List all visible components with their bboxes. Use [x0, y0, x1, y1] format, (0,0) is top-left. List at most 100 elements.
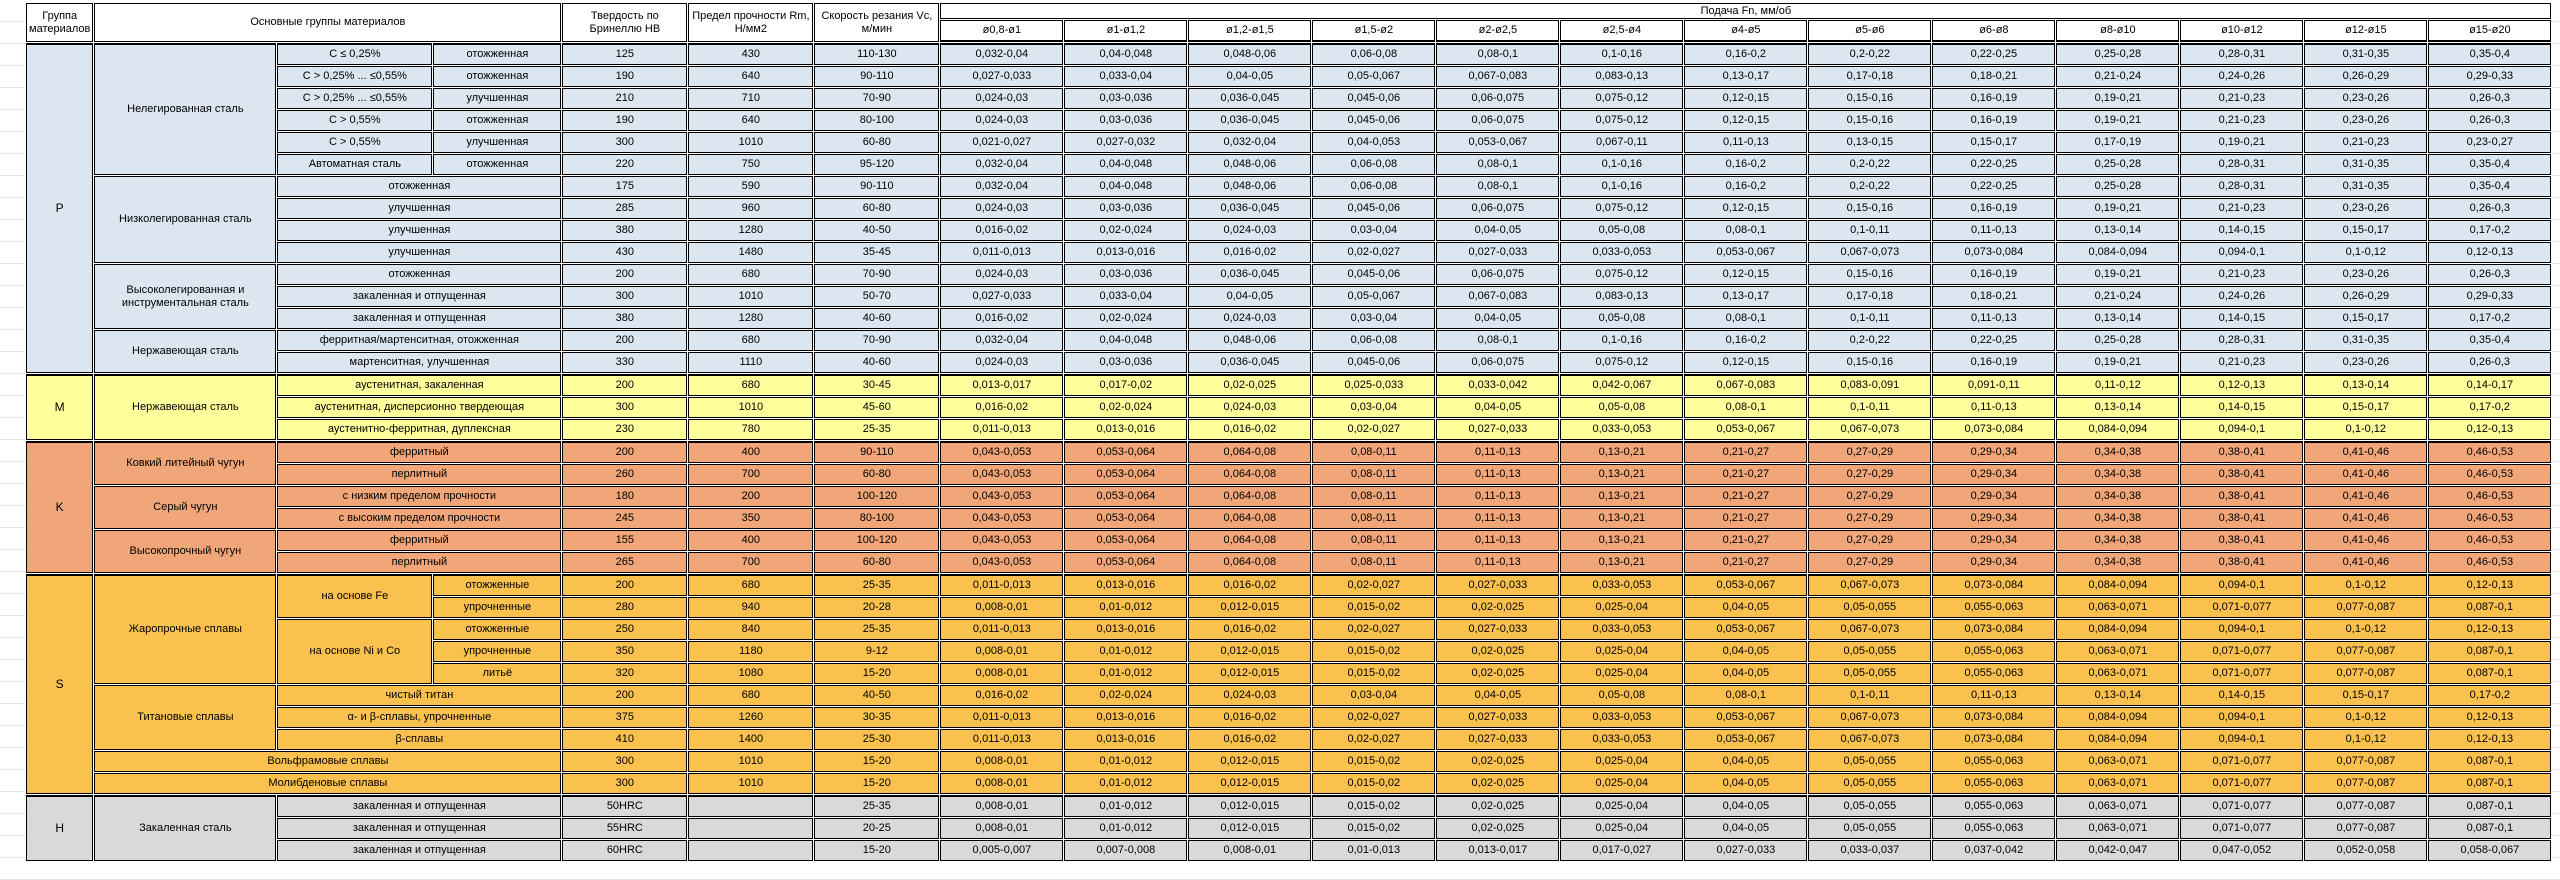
cell-feed-value[interactable]: 0,11-0,13: [1436, 486, 1560, 507]
column-header-group[interactable]: Группа материалов: [26, 3, 94, 42]
cell-feed-value[interactable]: 0,46-0,53: [2428, 508, 2552, 529]
cell-feed-value[interactable]: 0,13-0,21: [1560, 530, 1684, 551]
cell-feed-value[interactable]: 0,077-0,087: [2304, 773, 2428, 794]
cell-feed-value[interactable]: 0,16-0,2: [1684, 43, 1808, 65]
cell-strength-rm[interactable]: 940: [688, 597, 814, 618]
cell-material-label[interactable]: С > 0,25% ... ≤0,55%: [277, 66, 433, 87]
cell-feed-value[interactable]: 0,083-0,091: [1808, 374, 1932, 396]
cell-feed-value[interactable]: 0,08-0,11: [1312, 464, 1436, 485]
column-header-hardness[interactable]: Твердость по Бринеллю HB: [562, 3, 688, 42]
cell-material-label[interactable]: закаленная и отпущенная: [277, 795, 562, 817]
cell-material-label[interactable]: Молибденовые сплавы: [94, 773, 562, 794]
cell-feed-value[interactable]: 0,23-0,26: [2304, 88, 2428, 109]
cell-material-label[interactable]: отожженная: [277, 176, 562, 197]
cell-feed-value[interactable]: 0,063-0,071: [2056, 773, 2180, 794]
cell-strength-rm[interactable]: 680: [688, 374, 814, 396]
cell-feed-value[interactable]: 0,01-0,012: [1064, 597, 1188, 618]
cell-hardness-hb[interactable]: 260: [562, 464, 688, 485]
cell-feed-value[interactable]: 0,22-0,25: [1932, 176, 2056, 197]
cell-feed-value[interactable]: 0,15-0,17: [2304, 308, 2428, 329]
cell-feed-value[interactable]: 0,15-0,17: [1932, 132, 2056, 153]
cell-strength-rm[interactable]: 1080: [688, 663, 814, 684]
cell-feed-value[interactable]: 0,043-0,053: [940, 486, 1064, 507]
cell-feed-value[interactable]: 0,13-0,14: [2056, 685, 2180, 706]
cell-feed-value[interactable]: 0,063-0,071: [2056, 597, 2180, 618]
cell-feed-value[interactable]: 0,03-0,04: [1312, 308, 1436, 329]
cell-feed-value[interactable]: 0,04-0,05: [1436, 308, 1560, 329]
cell-feed-value[interactable]: 0,13-0,21: [1560, 552, 1684, 573]
cell-feed-value[interactable]: 0,075-0,12: [1560, 264, 1684, 285]
cell-feed-value[interactable]: 0,02-0,025: [1436, 641, 1560, 662]
cell-feed-value[interactable]: 0,033-0,04: [1064, 66, 1188, 87]
cell-feed-value[interactable]: 0,16-0,2: [1684, 154, 1808, 175]
cell-feed-value[interactable]: 0,1-0,16: [1560, 330, 1684, 351]
cell-feed-value[interactable]: 0,015-0,02: [1312, 751, 1436, 772]
cell-feed-value[interactable]: 0,06-0,08: [1312, 330, 1436, 351]
cell-cutting-speed-vc[interactable]: 60-80: [814, 552, 940, 573]
cell-cutting-speed-vc[interactable]: 50-70: [814, 286, 940, 307]
cell-feed-value[interactable]: 0,053-0,064: [1064, 464, 1188, 485]
cell-feed-value[interactable]: 0,16-0,19: [1932, 88, 2056, 109]
cell-feed-value[interactable]: 0,34-0,38: [2056, 486, 2180, 507]
cell-feed-value[interactable]: 0,13-0,14: [2056, 308, 2180, 329]
cell-feed-value[interactable]: 0,01-0,012: [1064, 773, 1188, 794]
cell-material-label[interactable]: отожженная: [433, 154, 562, 175]
cell-feed-value[interactable]: 0,045-0,06: [1312, 352, 1436, 373]
cell-feed-value[interactable]: 0,012-0,015: [1188, 663, 1312, 684]
cell-feed-value[interactable]: 0,01-0,012: [1064, 663, 1188, 684]
cell-feed-value[interactable]: 0,15-0,17: [2304, 397, 2428, 418]
cell-strength-rm[interactable]: [688, 795, 814, 817]
cell-feed-value[interactable]: 0,016-0,02: [1188, 619, 1312, 640]
cell-feed-value[interactable]: 0,033-0,04: [1064, 286, 1188, 307]
cell-feed-value[interactable]: 0,06-0,08: [1312, 154, 1436, 175]
cell-feed-value[interactable]: 0,26-0,3: [2428, 198, 2552, 219]
cell-feed-value[interactable]: 0,08-0,1: [1436, 176, 1560, 197]
cell-feed-value[interactable]: 0,08-0,1: [1436, 154, 1560, 175]
cell-feed-value[interactable]: 0,04-0,05: [1684, 773, 1808, 794]
cell-feed-value[interactable]: 0,084-0,094: [2056, 242, 2180, 263]
cell-feed-value[interactable]: 0,28-0,31: [2180, 154, 2304, 175]
cell-feed-value[interactable]: 0,02-0,025: [1436, 663, 1560, 684]
cell-feed-value[interactable]: 0,04-0,05: [1684, 641, 1808, 662]
cell-feed-value[interactable]: 0,094-0,1: [2180, 619, 2304, 640]
cell-cutting-speed-vc[interactable]: 110-130: [814, 43, 940, 65]
cell-hardness-hb[interactable]: 300: [562, 751, 688, 772]
cell-feed-value[interactable]: 0,077-0,087: [2304, 751, 2428, 772]
cell-feed-value[interactable]: 0,46-0,53: [2428, 486, 2552, 507]
cell-feed-value[interactable]: 0,036-0,045: [1188, 198, 1312, 219]
cell-feed-value[interactable]: 0,34-0,38: [2056, 464, 2180, 485]
cell-strength-rm[interactable]: 680: [688, 685, 814, 706]
cell-feed-value[interactable]: 0,024-0,03: [940, 352, 1064, 373]
cell-strength-rm[interactable]: 1010: [688, 286, 814, 307]
cell-feed-value[interactable]: 0,067-0,083: [1436, 286, 1560, 307]
cell-feed-value[interactable]: 0,21-0,23: [2180, 88, 2304, 109]
cell-feed-value[interactable]: 0,017-0,027: [1560, 840, 1684, 861]
cell-hardness-hb[interactable]: 320: [562, 663, 688, 684]
cell-cutting-speed-vc[interactable]: 40-60: [814, 308, 940, 329]
cell-feed-value[interactable]: 0,084-0,094: [2056, 574, 2180, 596]
cell-material-label[interactable]: с высоким пределом прочности: [277, 508, 562, 529]
cell-feed-value[interactable]: 0,19-0,21: [2056, 264, 2180, 285]
cell-feed-value[interactable]: 0,058-0,067: [2428, 840, 2552, 861]
feed-column-header[interactable]: ø2,5-ø4: [1560, 20, 1684, 42]
cell-feed-value[interactable]: 0,19-0,21: [2056, 88, 2180, 109]
cell-feed-value[interactable]: 0,073-0,084: [1932, 242, 2056, 263]
cell-cutting-speed-vc[interactable]: 40-50: [814, 685, 940, 706]
cell-group-letter[interactable]: P: [26, 43, 94, 373]
cell-feed-value[interactable]: 0,11-0,12: [2056, 374, 2180, 396]
cell-material-label[interactable]: закаленная и отпущенная: [277, 286, 562, 307]
cell-feed-value[interactable]: 0,015-0,02: [1312, 663, 1436, 684]
cell-feed-value[interactable]: 0,064-0,08: [1188, 530, 1312, 551]
cell-feed-value[interactable]: 0,008-0,01: [940, 663, 1064, 684]
cell-feed-value[interactable]: 0,027-0,033: [1436, 729, 1560, 750]
cell-cutting-speed-vc[interactable]: 9-12: [814, 641, 940, 662]
cell-hardness-hb[interactable]: 300: [562, 397, 688, 418]
cell-feed-value[interactable]: 0,04-0,048: [1064, 176, 1188, 197]
cell-feed-value[interactable]: 0,011-0,013: [940, 419, 1064, 440]
cell-cutting-speed-vc[interactable]: 25-35: [814, 619, 940, 640]
cell-feed-value[interactable]: 0,008-0,01: [940, 773, 1064, 794]
cell-feed-value[interactable]: 0,013-0,017: [940, 374, 1064, 396]
cell-feed-value[interactable]: 0,17-0,2: [2428, 685, 2552, 706]
cell-feed-value[interactable]: 0,11-0,13: [1932, 685, 2056, 706]
cell-feed-value[interactable]: 0,067-0,073: [1808, 574, 1932, 596]
